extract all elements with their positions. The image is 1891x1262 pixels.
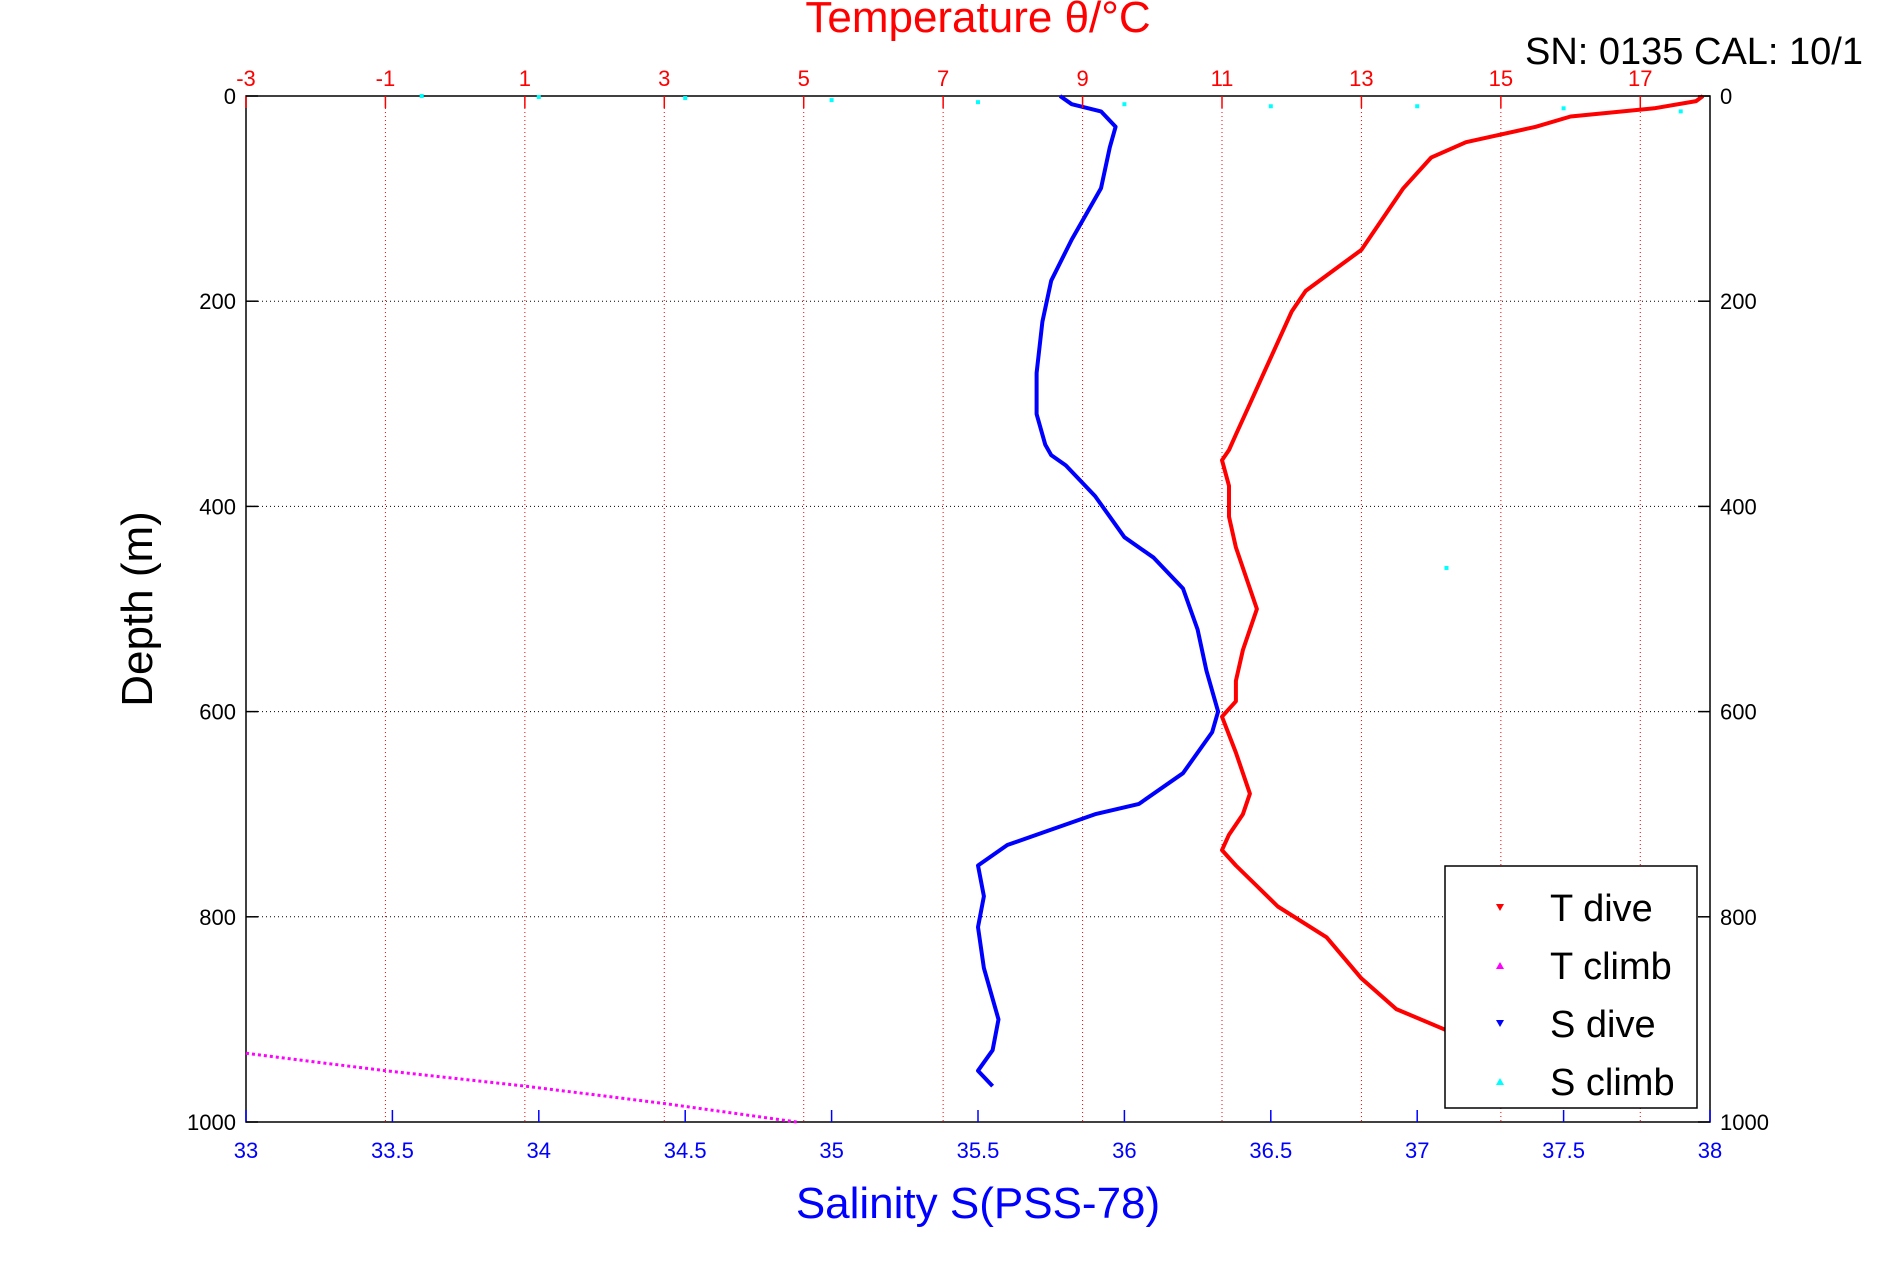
temperature-tick-label: 1 <box>519 66 531 91</box>
legend-marker <box>1496 1078 1504 1085</box>
salinity-tick-label: 37.5 <box>1542 1138 1585 1163</box>
data-point <box>1268 104 1273 109</box>
temperature-axis-ticks: -3 -1 1 3 5 7 9 11 13 15 17 <box>236 66 1653 108</box>
depth-tick-label-left: 800 <box>199 905 236 930</box>
salinity-tick-label: 37 <box>1405 1138 1429 1163</box>
depth-tick-label-right: 0 <box>1720 84 1732 109</box>
legend-marker <box>1496 1020 1504 1027</box>
temperature-tick-label: 9 <box>1076 66 1088 91</box>
x-axis-label: Salinity S(PSS-78) <box>796 1179 1160 1228</box>
legend-item-t-dive: T dive <box>1496 888 1653 930</box>
legend-marker <box>1496 962 1504 969</box>
depth-tick-label-right: 600 <box>1720 700 1757 725</box>
legend-label: S dive <box>1550 1004 1656 1046</box>
depth-tick-label-right: 400 <box>1720 494 1757 519</box>
data-point <box>683 96 688 101</box>
salinity-tick-label: 38 <box>1698 1138 1722 1163</box>
series-line <box>1220 94 1705 1078</box>
legend-item-s-climb: S climb <box>1496 1062 1675 1104</box>
data-point <box>976 100 980 105</box>
temperature-tick-label: -1 <box>376 66 396 91</box>
salinity-tick-label: 36.5 <box>1249 1138 1292 1163</box>
depth-tick-label-left: 0 <box>224 84 236 109</box>
y-axis-label: Depth (m) <box>113 511 162 707</box>
series-layer <box>245 94 1705 1124</box>
temperature-tick-label: 5 <box>798 66 810 91</box>
data-point <box>1444 565 1449 570</box>
salinity-tick-label: 35 <box>819 1138 843 1163</box>
legend-item-t-climb: T climb <box>1496 946 1672 988</box>
legend-box <box>1444 865 1698 1109</box>
grid-lines <box>246 96 1710 1122</box>
legend-item-s-dive: S dive <box>1496 1004 1656 1046</box>
salinity-tick-label: 34.5 <box>664 1138 707 1163</box>
temperature-tick-label: 17 <box>1628 66 1652 91</box>
legend-label: S climb <box>1550 1062 1675 1104</box>
depth-tick-label-right: 800 <box>1720 905 1757 930</box>
salinity-tick-label: 34 <box>527 1138 551 1163</box>
serial-label: SN: 0135 CAL: 10/1 <box>1525 31 1863 73</box>
salinity-tick-label: 36 <box>1112 1138 1136 1163</box>
series-t-dive <box>1220 94 1705 1078</box>
temperature-tick-label: 13 <box>1349 66 1373 91</box>
depth-tick-label-left: 600 <box>199 700 236 725</box>
depth-tick-label-right: 1000 <box>1720 1110 1769 1135</box>
temperature-tick-label: -3 <box>236 66 256 91</box>
data-point <box>1415 104 1420 109</box>
data-point <box>536 95 541 100</box>
depth-axis-ticks-right: 0 200 400 600 800 1000 <box>1698 84 1769 1135</box>
series-s-dive <box>976 94 1221 1088</box>
legend-label: T climb <box>1550 946 1672 988</box>
depth-axis-ticks-left: 0 200 400 600 800 1000 <box>187 84 258 1135</box>
temperature-tick-label: 7 <box>937 66 949 91</box>
legend-marker <box>1496 904 1504 911</box>
series-t-climb <box>245 1051 797 1124</box>
depth-tick-label-left: 400 <box>199 494 236 519</box>
data-point <box>1122 102 1127 107</box>
data-point <box>1678 109 1683 114</box>
salinity-tick-label: 35.5 <box>957 1138 1000 1163</box>
temperature-tick-label: 15 <box>1489 66 1513 91</box>
legend-label: T dive <box>1550 888 1653 930</box>
data-point <box>419 94 424 98</box>
depth-tick-label-right: 200 <box>1720 289 1757 314</box>
series-s-climb <box>419 94 1683 570</box>
salinity-tick-label: 33 <box>234 1138 258 1163</box>
chart-title: Temperature θ/°C <box>805 0 1150 42</box>
salinity-axis-ticks: 33 33.5 34 34.5 35 35.5 36 36.5 37 37.5 38 <box>234 1110 1722 1163</box>
legend: T dive T climb S dive S climb <box>1444 865 1698 1109</box>
series-line <box>976 94 1221 1088</box>
temperature-tick-label: 11 <box>1211 66 1234 91</box>
temperature-tick-label: 3 <box>658 66 670 91</box>
data-point <box>1561 106 1566 111</box>
depth-tick-label-left: 200 <box>199 289 236 314</box>
series-line <box>245 1051 797 1124</box>
salinity-tick-label: 33.5 <box>371 1138 414 1163</box>
data-point <box>829 98 834 103</box>
depth-tick-label-left: 1000 <box>187 1110 236 1135</box>
